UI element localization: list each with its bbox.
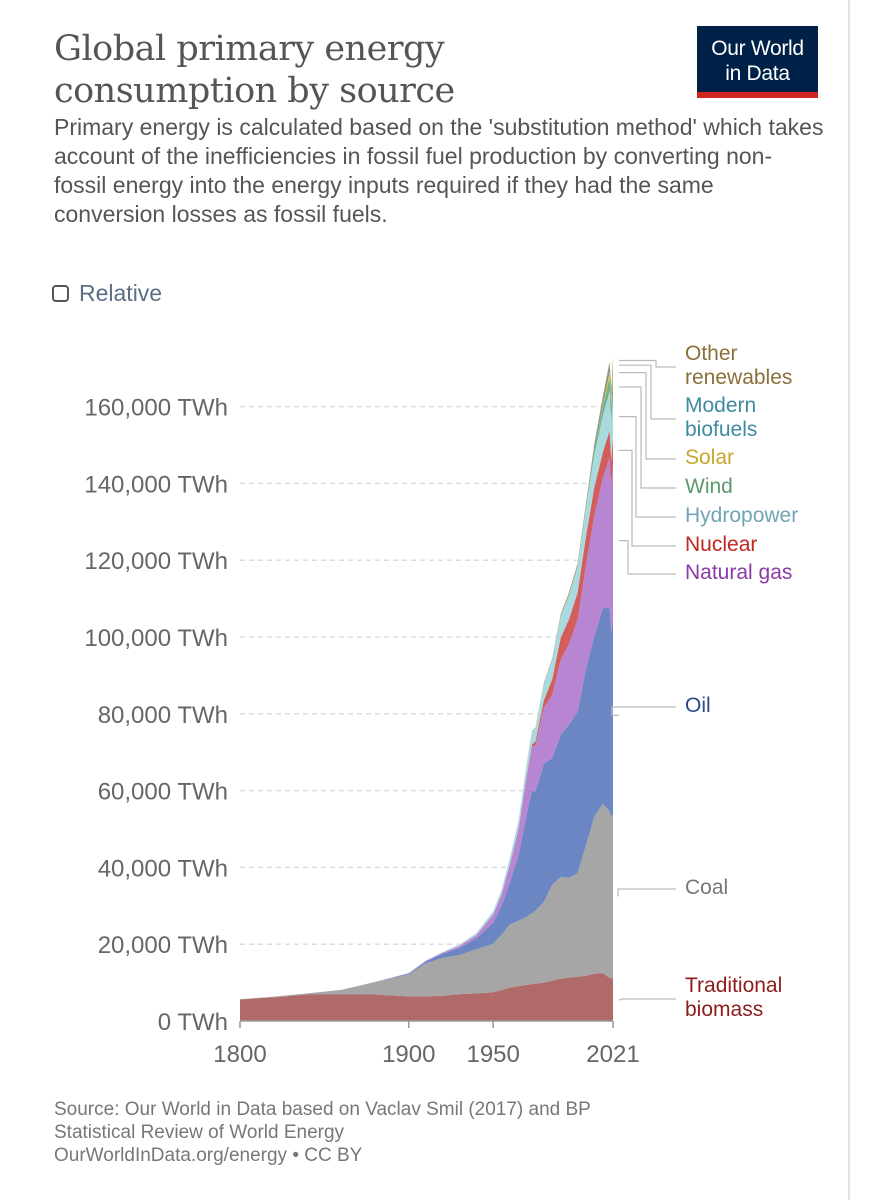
source-line-2: Statistical Review of World Energy <box>54 1122 345 1143</box>
y-tick-label: 20,000 TWh <box>98 932 228 959</box>
legend-connector <box>619 359 676 368</box>
source-note: Source: Our World in Data based on Vacla… <box>54 1098 754 1167</box>
legend-label: Wind <box>685 475 733 498</box>
legend-connector <box>619 364 676 420</box>
area-oil <box>240 607 613 1000</box>
legend-connector <box>619 539 676 575</box>
source-line-1: Source: Our World in Data based on Vacla… <box>54 1099 591 1120</box>
stacked-area-chart: 0 TWh 20,000 TWh 40,000 TWh 60,000 TWh 80,00… <box>84 342 798 1068</box>
legend-label: Other <box>685 342 738 365</box>
relative-label: Relative <box>79 280 163 306</box>
y-tick-label: 100,000 TWh <box>84 625 228 652</box>
legend-connector <box>619 449 676 547</box>
chart-frame <box>848 0 850 1200</box>
x-tick-label: 1900 <box>382 1041 435 1068</box>
y-tick-label: 140,000 TWh <box>84 471 228 498</box>
relative-checkbox[interactable] <box>52 285 69 302</box>
legend-label: Modern <box>685 394 756 417</box>
logo-line-2: in Data <box>725 62 790 85</box>
area-coal <box>240 804 613 1000</box>
y-tick-label: 160,000 TWh <box>84 395 228 422</box>
legend-connector <box>611 706 676 716</box>
y-tick-label: 40,000 TWh <box>98 855 228 882</box>
chart-subtitle: Primary energy is calculated based on th… <box>54 114 824 227</box>
y-tick-label: 80,000 TWh <box>98 702 228 729</box>
legend-label: Coal <box>685 876 728 899</box>
legend-label: biofuels <box>685 418 757 441</box>
area-traditional-biomass <box>240 973 613 1021</box>
legend-label: renewables <box>685 366 792 389</box>
legend-label: biomass <box>685 998 763 1021</box>
y-tick-label: 60,000 TWh <box>98 779 228 806</box>
legend-connector <box>619 386 676 489</box>
legend-connector <box>617 888 676 897</box>
legend-label: Natural gas <box>685 561 792 584</box>
legend-label: Nuclear <box>685 533 757 556</box>
x-tick-label: 1950 <box>466 1041 519 1068</box>
legend-connector <box>619 998 676 1001</box>
title-line-1: Global primary energy <box>54 29 445 69</box>
y-tick-label: 120,000 TWh <box>84 548 228 575</box>
logo-line-1: Our World <box>711 37 804 60</box>
legend-connector <box>619 372 676 460</box>
legend-connector <box>619 416 676 518</box>
title-line-2: consumption by source <box>54 71 455 111</box>
legend-label: Hydropower <box>685 504 798 527</box>
chart-title: Global primary energy consumption by sou… <box>54 28 654 112</box>
y-tick-label: 0 TWh <box>158 1009 228 1036</box>
area-series-group <box>240 358 613 1021</box>
x-tick-label: 2021 <box>586 1041 639 1068</box>
source-line-3[interactable]: OurWorldInData.org/energy • CC BY <box>54 1145 363 1166</box>
legend-label: Solar <box>685 446 734 469</box>
legend-label: Traditional <box>685 974 782 997</box>
x-tick-label: 1800 <box>213 1041 266 1068</box>
owid-logo[interactable]: Our World in Data <box>697 26 818 98</box>
relative-toggle[interactable]: Relative <box>52 280 162 307</box>
axes: 0 TWh 20,000 TWh 40,000 TWh 60,000 TWh 80,00… <box>84 395 639 1068</box>
legend-label: Oil <box>685 694 711 717</box>
